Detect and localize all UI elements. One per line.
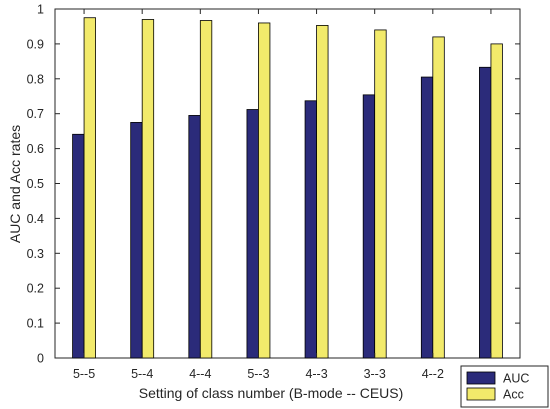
bar-auc-5--4 <box>130 122 143 359</box>
y-tick-label: 0.3 <box>27 247 44 261</box>
y-tick-label: 0.4 <box>27 212 44 226</box>
x-tick-label: 5--5 <box>73 367 95 381</box>
x-tick-label: 3--3 <box>364 367 386 381</box>
x-axis-label: Setting of class number (B-mode -- CEUS) <box>139 385 404 401</box>
bars-group <box>72 17 503 359</box>
bar-acc-4--2 <box>432 36 445 359</box>
legend-swatch-auc <box>466 371 496 385</box>
bar-acc-5--3 <box>258 22 271 359</box>
x-tick-label: 4--4 <box>189 367 211 381</box>
bar-acc-3--3 <box>374 29 387 359</box>
bar-acc-4--4 <box>199 20 213 359</box>
bar-acc-3--2 <box>490 43 503 359</box>
y-tick-label: 0.7 <box>27 107 44 121</box>
plot-area <box>54 8 521 359</box>
y-tick-label: 0.9 <box>27 37 44 51</box>
x-tick-label: 4--3 <box>305 367 327 381</box>
bar-auc-3--3 <box>362 94 376 359</box>
bar-acc-5--5 <box>83 17 96 359</box>
x-tick-label: 4--2 <box>422 367 444 381</box>
bar-acc-5--4 <box>141 19 155 359</box>
legend-label-acc: Acc <box>503 388 524 402</box>
bar-auc-5--5 <box>72 133 85 359</box>
y-axis-label: AUC and Acc rates <box>7 125 23 243</box>
y-tick-label: 0.6 <box>27 142 44 156</box>
y-tick-label: 0.2 <box>27 282 44 296</box>
y-tick-label: 0.5 <box>27 177 44 191</box>
bar-auc-4--4 <box>188 115 201 359</box>
y-axis-ticks: 0 0.1 0.2 0.3 0.4 0.5 0.6 0.7 0.8 0.9 1 <box>27 3 520 366</box>
y-tick-label: 0 <box>37 352 44 366</box>
plot-frame <box>54 8 521 359</box>
y-tick-label: 0.1 <box>27 317 44 331</box>
x-tick-label: 5--3 <box>247 367 269 381</box>
bar-acc-4--3 <box>316 25 329 359</box>
legend-label-auc: AUC <box>503 372 529 386</box>
legend-swatch-acc <box>466 387 496 401</box>
y-tick-label: 0.8 <box>27 72 44 86</box>
bar-auc-4--3 <box>304 100 317 359</box>
legend: AUC Acc <box>460 365 549 408</box>
x-tick-label: 5--4 <box>131 367 153 381</box>
bar-auc-4--2 <box>420 76 434 359</box>
y-tick-label: 1 <box>37 3 44 17</box>
bar-auc-3--2 <box>479 66 492 359</box>
bar-auc-5--3 <box>246 109 259 359</box>
